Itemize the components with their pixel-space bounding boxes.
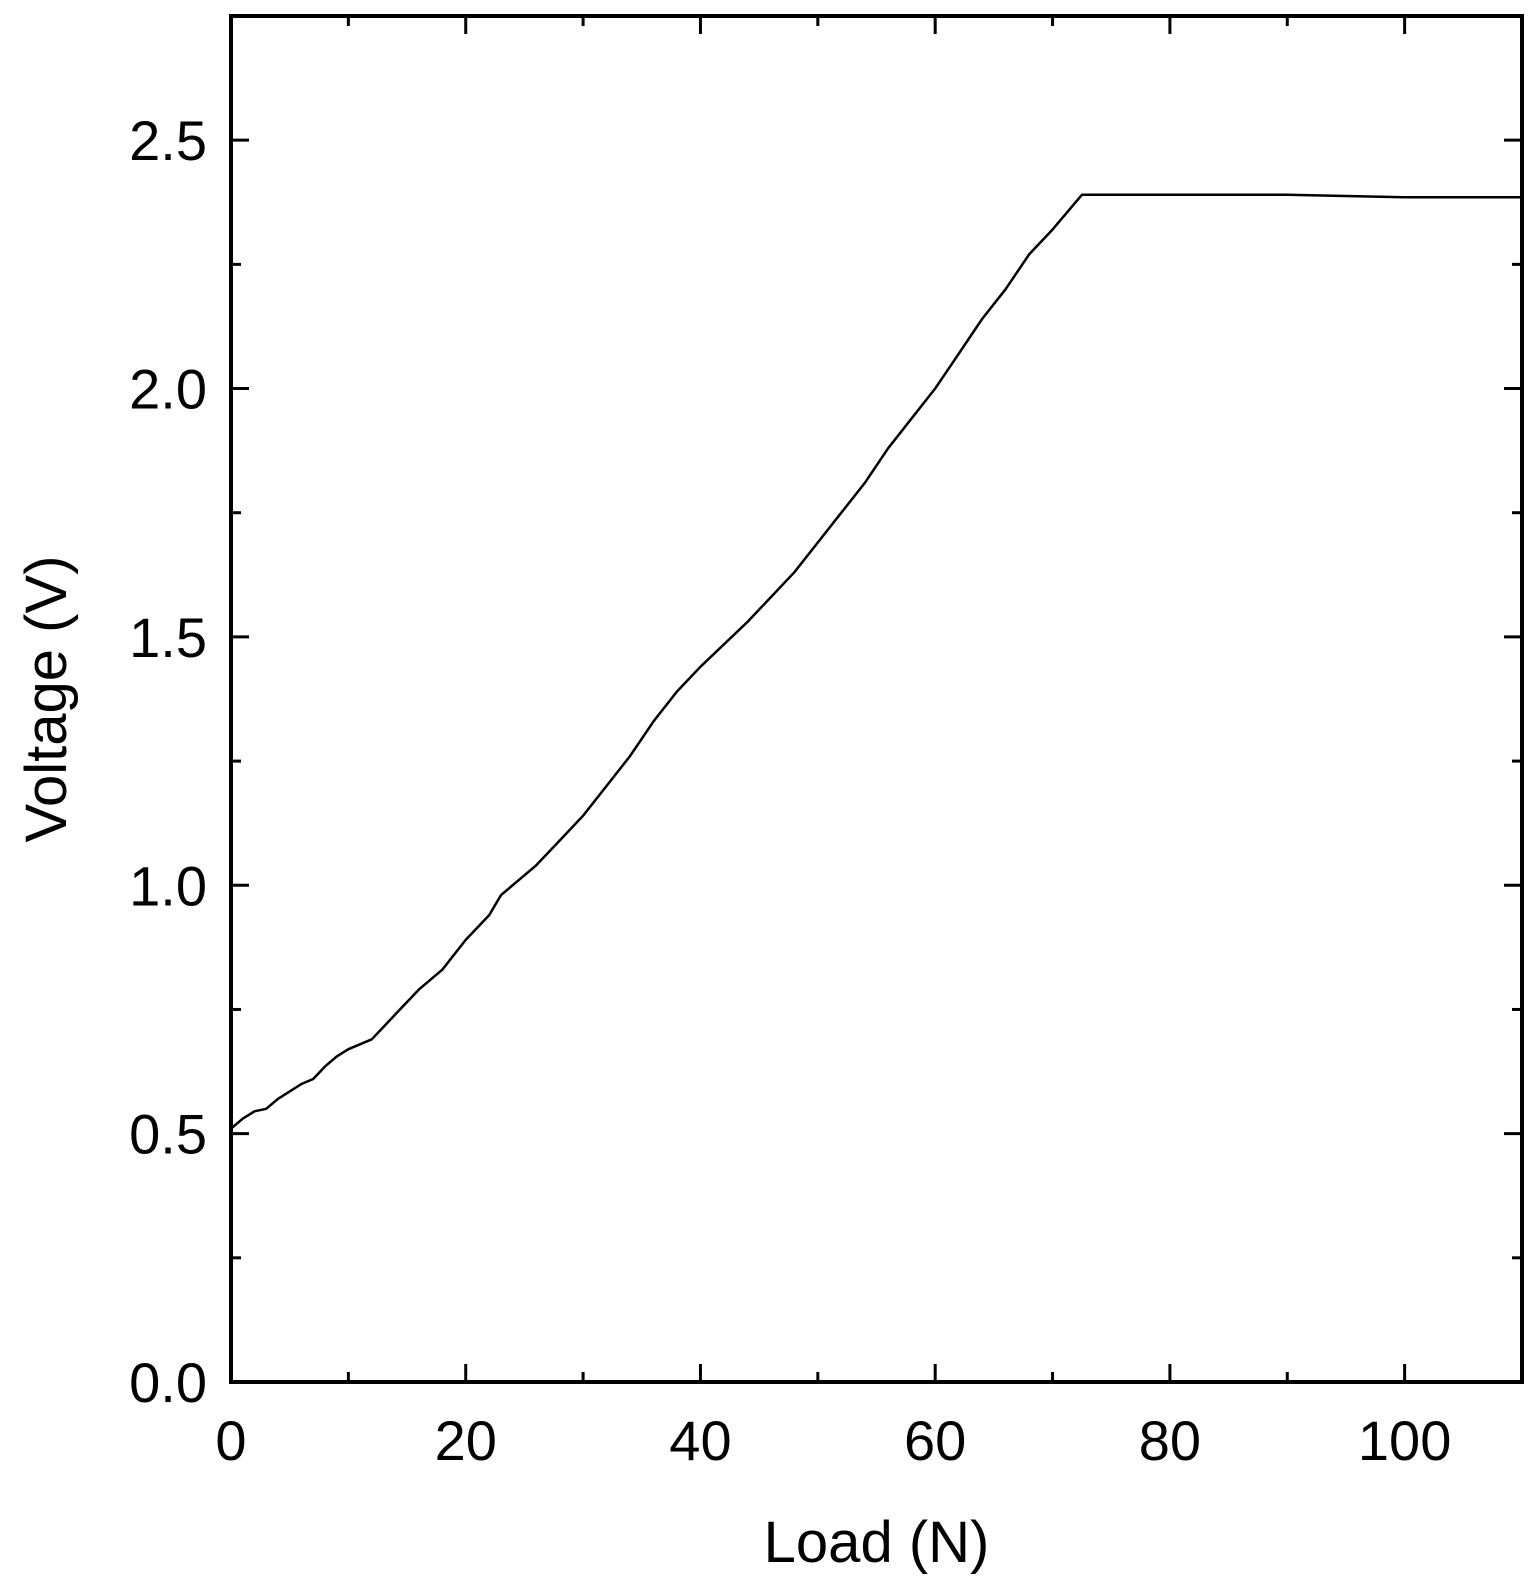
x-tick-label: 40 bbox=[669, 1409, 731, 1472]
y-tick-label: 0.0 bbox=[129, 1351, 207, 1414]
x-tick-label: 80 bbox=[1139, 1409, 1201, 1472]
y-tick-label: 1.0 bbox=[129, 854, 207, 917]
y-axis-label: Voltage (V) bbox=[14, 556, 79, 843]
x-tick-label: 20 bbox=[435, 1409, 497, 1472]
x-tick-label: 0 bbox=[215, 1409, 246, 1472]
y-tick-label: 2.5 bbox=[129, 109, 207, 172]
plot-frame bbox=[229, 14, 1524, 1384]
axis-ticks bbox=[229, 16, 1522, 1384]
y-tick-label: 2.0 bbox=[129, 358, 207, 421]
x-tick-label: 60 bbox=[904, 1409, 966, 1472]
y-tick-label: 1.5 bbox=[129, 606, 207, 669]
x-tick-label: 100 bbox=[1358, 1409, 1451, 1472]
tick-labels: 0 20 40 60 80 100 0.0 0.5 1.0 1.5 2.0 2.5 bbox=[129, 109, 1451, 1472]
voltage-series-line bbox=[230, 193, 1522, 1130]
x-axis-label: Load (N) bbox=[764, 1510, 990, 1575]
y-tick-label: 0.5 bbox=[129, 1103, 207, 1166]
